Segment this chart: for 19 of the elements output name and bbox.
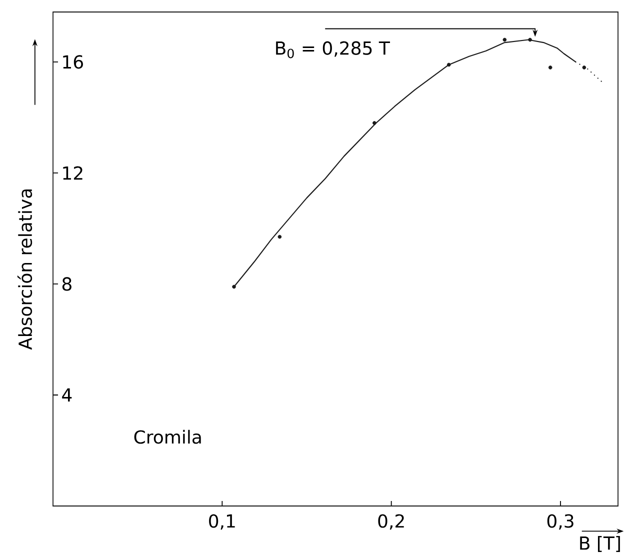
y-tick-label: 8 xyxy=(62,277,72,291)
x-axis-title: B [T] xyxy=(580,536,620,552)
x-tick-label: 0,3 xyxy=(547,514,574,530)
point xyxy=(582,66,586,70)
point xyxy=(528,38,532,42)
point xyxy=(502,38,507,42)
annotation: Cromila xyxy=(134,430,201,444)
point xyxy=(372,121,376,125)
x-tick-label: 0,1 xyxy=(209,514,235,530)
point xyxy=(548,66,552,70)
point xyxy=(446,62,451,67)
y-tick-label: 16 xyxy=(63,55,83,69)
point xyxy=(232,284,236,289)
y-axis-title: Absorción relativa xyxy=(17,189,32,350)
y-tick-label: 12 xyxy=(63,166,82,180)
annotation: B$_{0}$ = 0,285 T xyxy=(276,41,390,58)
x-tick-label: 0,2 xyxy=(378,514,404,530)
y-tick-label: 4 xyxy=(62,388,72,402)
point xyxy=(278,234,282,239)
